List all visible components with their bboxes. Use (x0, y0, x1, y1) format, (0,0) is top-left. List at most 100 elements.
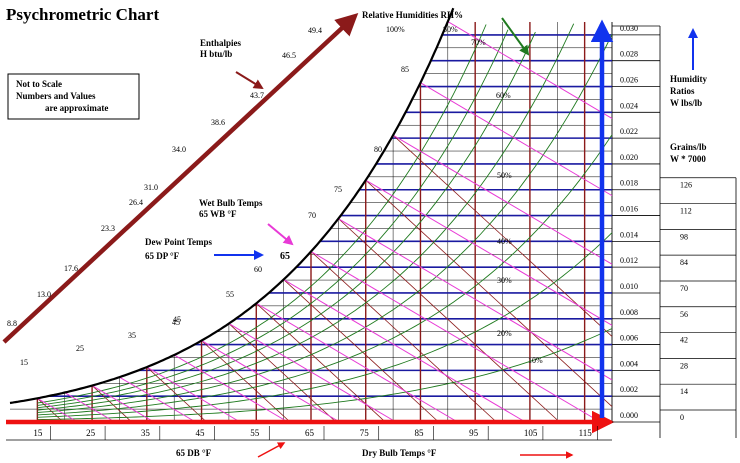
note-box: Not to Scale Numbers and Values are appr… (7, 73, 140, 120)
y-tick-label: 0.028 (620, 50, 638, 59)
rh-label: 100% (386, 25, 405, 34)
wet-bulb-line (91, 385, 155, 423)
y-tick-label: 0.014 (620, 230, 638, 239)
saturation-temp-label: 45 (172, 318, 180, 327)
grains-tick-label: 42 (680, 336, 688, 345)
rh-label: 70% (471, 38, 486, 47)
enthalpy-value-label: 46.5 (282, 51, 296, 60)
grains-tick-label: 112 (680, 207, 692, 216)
saturation-temp-label: 25 (76, 344, 84, 353)
humidity-lines (47, 34, 612, 397)
enthalpy-title: Enthalpies (200, 38, 242, 48)
x-tick-label: 45 (196, 428, 206, 438)
y-tick-label: 0.002 (620, 385, 638, 394)
enthalpy-value-label: 38.6 (211, 118, 225, 127)
wetbulb-title: Wet Bulb Temps (199, 198, 263, 208)
enthalpy-line (283, 279, 439, 423)
drybulb-axis-title: Dry Bulb Temps °F (362, 448, 437, 458)
rh-arrow (501, 17, 530, 56)
enthalpy-value-label: 8.8 (7, 319, 17, 328)
x-tick-label: 95 (469, 428, 479, 438)
wet-bulb-line (173, 354, 289, 423)
wet-bulb-lines (37, 21, 613, 423)
wet-bulb-line (338, 218, 613, 381)
enthalpy-line (256, 303, 386, 423)
enthalpy-value-label: 31.0 (144, 183, 158, 192)
dewpoint-title: Dew Point Temps (145, 237, 213, 247)
wet-bulb-line (64, 392, 115, 423)
x-tick-label: 55 (250, 428, 259, 438)
rh-label: 20% (497, 329, 512, 338)
saturation-temp-label: 70 (308, 211, 316, 220)
rh-label: 80% (443, 25, 458, 34)
rh-curve (37, 232, 613, 418)
saturation-temp-label: 35 (128, 331, 136, 340)
drybulb-point-label: 65 DB °F (176, 448, 212, 458)
saturation-temp-label: 85 (401, 65, 409, 74)
grains-tick-label: 56 (680, 310, 688, 319)
dewpoint-subtitle: 65 DP °F (145, 251, 180, 261)
y-tick-label: 0.010 (620, 282, 638, 291)
x-tick-label: 75 (360, 428, 370, 438)
grains-tick-label: 98 (680, 232, 688, 241)
rh-curve (37, 328, 613, 421)
y-tick-label: 0.012 (620, 256, 638, 265)
x-tick-label: 25 (86, 428, 96, 438)
y-tick-label: 0.024 (620, 101, 638, 110)
y-tick-label: 0.016 (620, 205, 638, 214)
wet-bulb-line (392, 134, 613, 265)
rh-curve (37, 29, 509, 406)
humidity-units: W lbs/lb (670, 98, 702, 108)
enthalpy-line (338, 218, 560, 423)
saturation-curve (9, 7, 455, 405)
y-tick-label: 0.006 (620, 334, 638, 343)
wet-bulb-line (447, 21, 613, 119)
y-tick-label: 0.022 (620, 127, 638, 136)
saturation-temp-label: 80 (374, 145, 382, 154)
grains-tick-label: 0 (680, 413, 684, 422)
enthalpy-line (228, 323, 337, 423)
note-line-3: are approximate (45, 103, 108, 113)
wet-bulb-line (228, 323, 397, 423)
wet-bulb-line (420, 82, 613, 197)
x-tick-label: 65 (305, 428, 315, 438)
y-tick-label: 0.004 (620, 359, 638, 368)
y-tick-label: 0.020 (620, 153, 638, 162)
x-tick-label: 85 (414, 428, 424, 438)
wet-bulb-line (37, 397, 78, 423)
x-tick-label: 15 (33, 428, 43, 438)
state-point-label: 65 (280, 251, 290, 262)
note-line-2: Numbers and Values (16, 91, 96, 101)
grains-tick-label: 84 (680, 258, 688, 267)
axes-layer (2, 12, 737, 441)
enthalpy-line (392, 134, 613, 337)
humidity-title: Humidity (670, 74, 708, 84)
enthalpy-value-label: 23.3 (101, 224, 115, 233)
y-tick-label: 0.008 (620, 308, 638, 317)
saturation-temp-label: 60 (254, 265, 262, 274)
enthalpy-value-label: 43.7 (250, 91, 264, 100)
enthalpy-value-label: 17.6 (64, 264, 78, 273)
y-tick-label: 0.030 (620, 24, 638, 33)
labels-layer: 15 25 35 45 55 65 75 85 95 105 115 0.000 0.002 0.004 0… (7, 24, 692, 438)
drybulb-point-arrow (257, 442, 286, 458)
saturation-temp-label: 55 (226, 290, 234, 299)
enthalpy-value-label: 13.0 (37, 290, 51, 299)
rh-label: 40% (497, 237, 512, 246)
saturation-temp-label: 15 (20, 358, 28, 367)
grains-tick-label: 14 (680, 387, 688, 396)
grains-units: W * 7000 (670, 154, 706, 164)
y-tick-label: 0.000 (620, 411, 638, 420)
rh-title: Relative Humidities RH% (362, 10, 463, 20)
wet-bulb-line (256, 302, 458, 423)
x-tick-label: 35 (141, 428, 151, 438)
y-tick-label: 0.026 (620, 76, 638, 85)
y-tick-label: 0.018 (620, 179, 638, 188)
x-tick-label: 105 (524, 428, 538, 438)
wet-bulb-line (119, 376, 196, 423)
enthalpy-value-label: 34.0 (172, 145, 186, 154)
enthalpy-arrow (235, 71, 264, 90)
wetbulb-arrow (267, 223, 294, 246)
rh-curve (37, 31, 536, 409)
